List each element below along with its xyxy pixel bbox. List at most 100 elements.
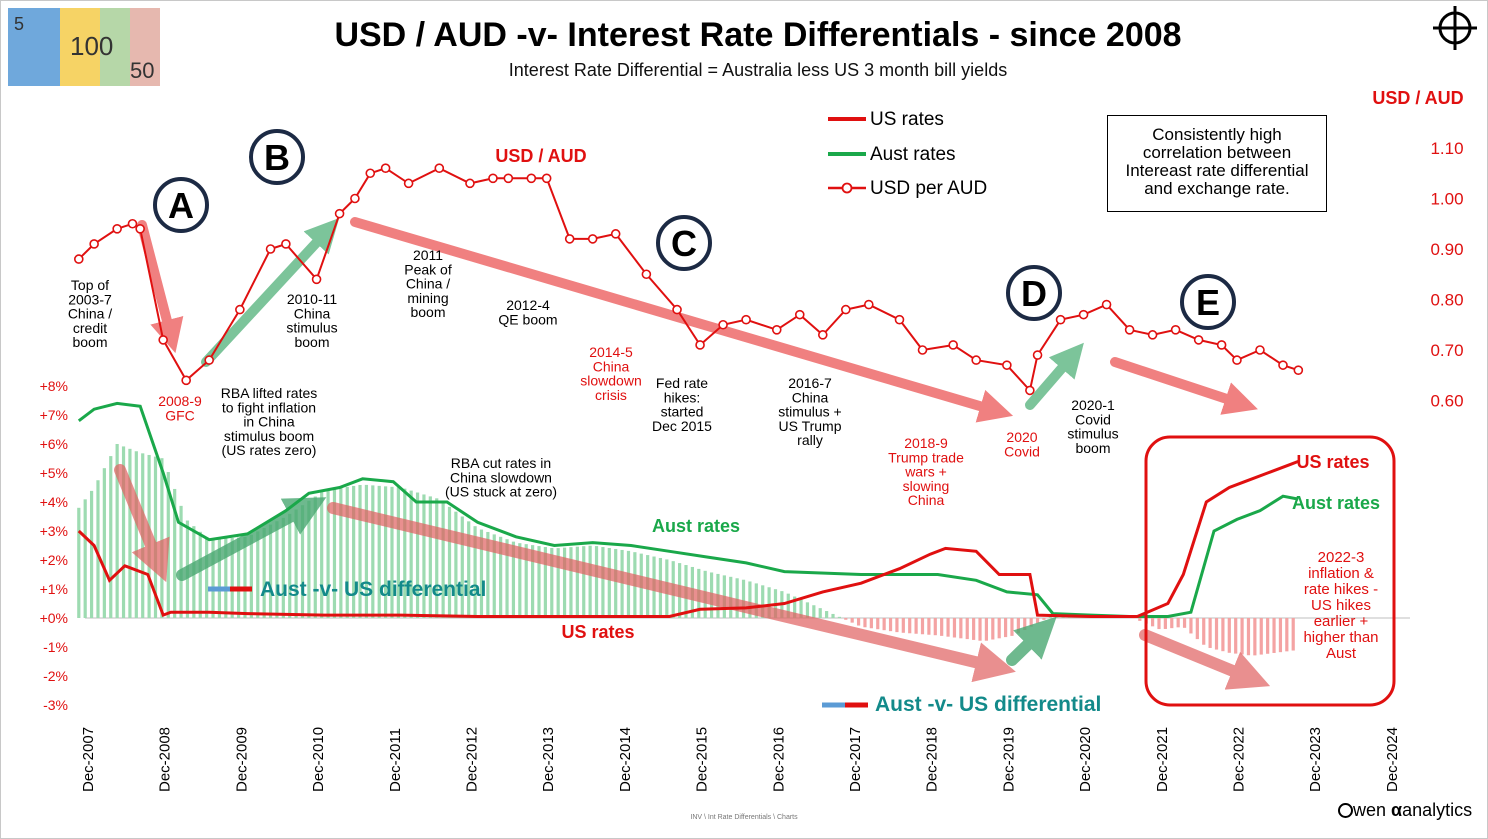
highlight-box-2022 (1144, 435, 1396, 707)
usd-per-aud-point (365, 168, 376, 179)
usd-per-aud-point (265, 244, 276, 254)
differential-bar (160, 458, 164, 618)
usd-per-aud-point (403, 178, 414, 189)
differential-bar (1291, 618, 1295, 651)
annotation-covid-boom: Covid (1075, 411, 1111, 427)
differential-bar (1227, 618, 1231, 653)
differential-bar (1163, 618, 1167, 629)
differential-bar (313, 496, 317, 618)
differential-bar (946, 618, 950, 637)
differential-bar (1150, 618, 1155, 627)
usd-per-aud-point (817, 330, 828, 340)
differential-bar (345, 486, 349, 618)
differential-bar (863, 618, 867, 628)
differential-bar (601, 547, 605, 618)
usd-per-aud-point (350, 193, 360, 204)
differential-bar (403, 488, 407, 618)
differential-bar (102, 468, 106, 618)
differential-bar (115, 444, 119, 618)
usd-per-aud-point (1232, 355, 1242, 365)
differential-bar (1029, 618, 1033, 627)
usd-per-aud-point (587, 234, 598, 244)
differential-bar (531, 545, 535, 618)
right-axis-tick-label: 0.90 (1430, 240, 1463, 259)
differential-bar (447, 506, 452, 618)
annotation-trump-wars: Trump trade (888, 449, 964, 465)
annotation-peak-2011: Peak of (404, 261, 452, 277)
differential-bar (435, 498, 439, 618)
arrow-e (1110, 357, 1258, 415)
banknote-image: 100 50 5 (8, 8, 160, 86)
differential-bar (256, 531, 260, 618)
usd-per-aud-point (526, 173, 537, 184)
annotation-fed-hikes: Fed rate (656, 375, 708, 391)
differential-bar (952, 618, 957, 638)
phase-circle-e (1180, 274, 1236, 330)
annotation-china-2016: 2016-7 (788, 375, 832, 391)
annotation-rba-lifted: stimulus boom (224, 428, 314, 444)
differential-bar (83, 499, 87, 618)
usd-per-aud-point (380, 163, 391, 173)
differential-bar (575, 546, 579, 618)
svg-text:100: 100 (70, 31, 113, 61)
annotation-covid-boom: stimulus (1067, 426, 1118, 442)
annotation-rba-cut: RBA cut rates in (451, 455, 551, 471)
left-axis-tick-label: +4% (40, 494, 68, 510)
differential-bar (121, 446, 126, 618)
differential-bar (211, 539, 215, 618)
annotation-peak-2011: 2011 (413, 247, 443, 263)
usd-per-aud-point (1170, 324, 1181, 335)
differential-bar (901, 618, 905, 633)
differential-bar (288, 513, 292, 618)
us-rates-mid-label: US rates (561, 622, 634, 642)
differential-bar (364, 484, 369, 618)
x-axis-tick-label: Dec-2011 (387, 728, 404, 792)
differential-bar (326, 489, 330, 618)
differential-bar (268, 524, 273, 618)
usd-per-aud-point (1124, 324, 1135, 335)
x-axis-tick-label: Dec-2021 (1154, 727, 1171, 792)
x-axis-tick-label: Dec-2019 (1000, 727, 1017, 792)
annotation-china-2016: rally (797, 432, 823, 448)
differential-bar (767, 587, 771, 618)
annotation-peak-2011: mining (407, 290, 448, 306)
annotation-china-2016: China (792, 389, 829, 405)
x-axis-tick-label: Dec-2008 (157, 727, 174, 792)
differential-bar (294, 509, 298, 618)
brand-symbol: α (1391, 800, 1403, 820)
annotation-stimulus-2010: stimulus (286, 320, 337, 336)
left-axis-tick-label: +0% (40, 610, 68, 626)
crosshair-icon (1433, 6, 1477, 50)
differential-bar (786, 593, 790, 618)
differential-bar (991, 618, 995, 640)
differential-bar (460, 516, 464, 618)
right-axis-title: USD / AUD (1372, 88, 1463, 108)
notes-line: and exchange rate. (1144, 179, 1290, 198)
differential-bar (1176, 618, 1180, 628)
usd-per-aud-point (281, 239, 291, 249)
phase-label: B (264, 137, 290, 178)
differential-bar (882, 618, 886, 631)
differential-bar (300, 505, 305, 618)
differential-bar (569, 547, 573, 618)
usd-aud-label: USD / AUD (495, 146, 586, 166)
differential-bar (77, 507, 81, 618)
annotation-inflation-2022: US hikes (1311, 597, 1371, 614)
differential-bar (262, 528, 266, 618)
legend-label-usd-per-aud: USD per AUD (870, 178, 987, 199)
differential-bar (1010, 618, 1014, 636)
differential-bar (984, 618, 989, 641)
x-axis-tick-label: Dec-2015 (694, 727, 711, 792)
annotation-top-2003: boom (72, 334, 107, 350)
differential-bar (505, 539, 509, 618)
phase-label: D (1021, 273, 1047, 314)
arrow-e2 (1139, 629, 1271, 690)
usd-per-aud-point (840, 304, 851, 315)
differential-bar (920, 618, 925, 635)
annotation-inflation-2022: inflation & (1308, 565, 1374, 582)
usd-per-aud-point (204, 355, 214, 365)
differential-bar (888, 618, 893, 632)
brand-logo-icon (1338, 803, 1353, 818)
usd-per-aud-point (235, 304, 245, 315)
